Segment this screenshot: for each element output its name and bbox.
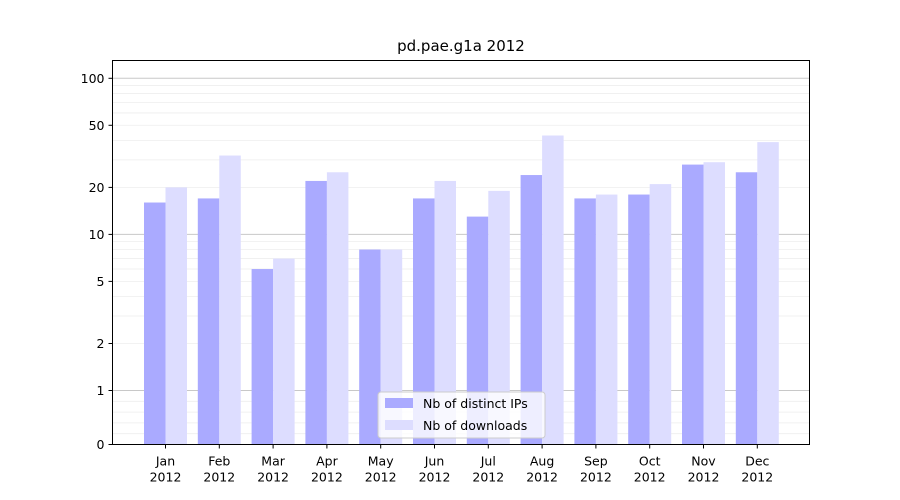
bar-ips (251, 269, 274, 445)
bar-ips (628, 194, 650, 445)
x-tick-label-year: 2012 (741, 470, 773, 485)
x-tick-label-month: Feb (208, 454, 230, 469)
y-tick-label: 50 (89, 118, 105, 133)
x-tick-label-year: 2012 (472, 470, 504, 485)
x-axis: Jan2012Feb2012Mar2012Apr2012May2012Jun20… (150, 444, 773, 485)
legend-swatch-ips (385, 398, 413, 408)
x-tick-label-month: Aug (530, 454, 554, 469)
y-axis: 0 1 2 5 10 20 50 100 (81, 71, 113, 452)
x-tick-label-year: 2012 (580, 470, 612, 485)
bar-downloads (326, 172, 349, 445)
y-tick-label: 20 (89, 180, 105, 195)
bar-ips (466, 216, 489, 445)
x-tick-label-month: Mar (261, 454, 285, 469)
legend-swatch-downloads (385, 420, 413, 430)
bars (144, 135, 779, 445)
y-tick-label: 10 (89, 227, 105, 242)
y-tick-label: 2 (97, 336, 105, 351)
bar-downloads (434, 180, 456, 445)
plot-frame (112, 60, 810, 445)
y-tick-label: 100 (81, 71, 105, 86)
bar-downloads (703, 162, 725, 445)
x-tick-label-month: Dec (745, 454, 769, 469)
y-tick-label: 1 (97, 383, 105, 398)
bar-downloads (488, 190, 510, 445)
x-tick-label-month: Jan (155, 454, 175, 469)
y-tick-label: 5 (97, 274, 105, 289)
x-tick-label-year: 2012 (526, 470, 558, 485)
x-tick-label-year: 2012 (365, 470, 397, 485)
x-tick-label-year: 2012 (419, 470, 451, 485)
legend: Nb of distinct IPs Nb of downloads (377, 391, 546, 439)
bar-downloads (273, 258, 295, 445)
bar-downloads (595, 194, 618, 445)
x-tick-label-year: 2012 (203, 470, 235, 485)
legend-box (377, 391, 546, 439)
x-tick-label-year: 2012 (257, 470, 289, 485)
x-tick-label-year: 2012 (311, 470, 343, 485)
bar-ips (574, 198, 596, 445)
x-tick-label-month: Oct (639, 454, 661, 469)
bar-downloads (649, 184, 672, 445)
x-tick-label-year: 2012 (150, 470, 182, 485)
bar-ips (735, 172, 758, 445)
x-tick-label-month: May (368, 454, 394, 469)
x-tick-label-year: 2012 (634, 470, 666, 485)
bar-ips (413, 198, 435, 445)
x-tick-label-month: Jun (424, 454, 445, 469)
bar-downloads (757, 142, 779, 445)
bar-downloads (542, 135, 564, 445)
bar-ips (682, 164, 704, 445)
bar-downloads (165, 187, 187, 445)
x-tick-label-year: 2012 (688, 470, 720, 485)
x-tick-label-month: Sep (584, 454, 608, 469)
y-tick-label: 0 (97, 437, 105, 452)
x-tick-label-month: Apr (316, 454, 338, 469)
chart-title: pd.pae.g1a 2012 (397, 37, 525, 55)
bar-ips (305, 180, 327, 445)
legend-label-ips: Nb of distinct IPs (423, 396, 528, 411)
bar-ips (144, 202, 166, 445)
x-tick-label-month: Jul (480, 454, 496, 469)
bar-ips (359, 249, 381, 445)
bar-ips (520, 175, 543, 445)
bar-downloads (219, 155, 241, 445)
legend-label-downloads: Nb of downloads (423, 418, 527, 433)
bar-ips (197, 198, 220, 445)
x-tick-label-month: Nov (691, 454, 716, 469)
